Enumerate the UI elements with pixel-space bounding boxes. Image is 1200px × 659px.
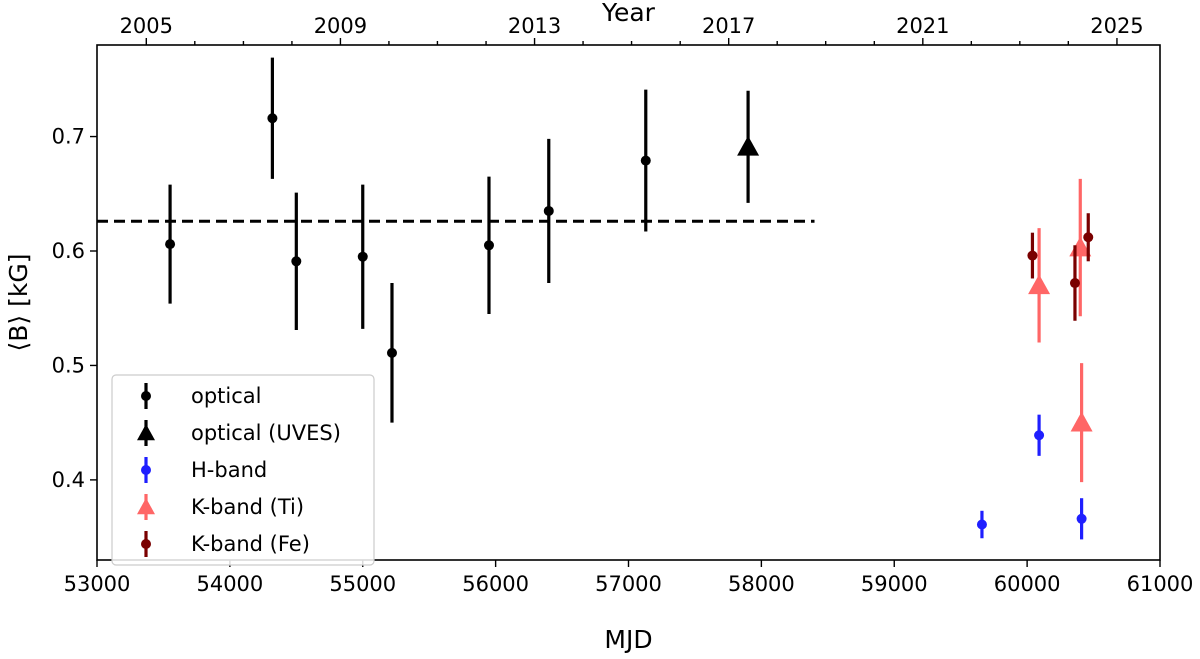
series-1 — [737, 90, 760, 203]
data-point-triangle — [1070, 411, 1093, 432]
legend-item — [141, 531, 151, 557]
legend-marker — [137, 498, 155, 515]
x-tick-label: 57000 — [595, 572, 662, 596]
legend-marker — [141, 539, 151, 549]
legend-label: K-band (Fe) — [191, 532, 310, 556]
x-tick-label: 56000 — [462, 572, 529, 596]
legend-item — [141, 457, 151, 483]
top-x-axis-title: Year — [601, 0, 656, 27]
data-point — [357, 251, 368, 262]
legend-item — [141, 383, 151, 409]
legend-item — [137, 420, 155, 446]
data-point — [165, 239, 176, 250]
y-tick-label: 0.4 — [52, 468, 85, 492]
series-0 — [165, 57, 651, 423]
data-point — [291, 256, 302, 267]
top-x-tick-label: 2021 — [896, 14, 949, 38]
x-axis-title: MJD — [604, 625, 652, 654]
data-point — [1083, 232, 1094, 243]
top-x-tick-label: 2013 — [508, 14, 561, 38]
data-point — [1076, 513, 1087, 524]
x-tick-label: 59000 — [861, 572, 928, 596]
y-axis-title: ⟨B⟩ [kG] — [4, 254, 33, 352]
data-point — [1069, 278, 1080, 289]
legend-marker — [137, 424, 155, 441]
legend: optical optical (UVES) H-band K-band (Ti) K-… — [111, 374, 375, 566]
series-2 — [976, 414, 1087, 540]
y-tick-label: 0.5 — [52, 353, 85, 377]
legend-box — [111, 374, 375, 566]
data-point — [976, 519, 987, 530]
x-tick-label: 55000 — [329, 572, 396, 596]
x-tick-label: 61000 — [1127, 572, 1194, 596]
data-point-triangle — [737, 135, 760, 156]
series-4 — [1027, 213, 1094, 321]
y-tick-label: 0.6 — [52, 239, 85, 263]
top-x-tick-label: 2009 — [314, 14, 367, 38]
legend-label: K-band (Ti) — [191, 495, 304, 519]
data-point — [386, 347, 397, 358]
x-tick-label: 58000 — [728, 572, 795, 596]
legend-label: optical (UVES) — [191, 421, 341, 445]
legend-label: optical — [191, 384, 262, 408]
legend-item — [137, 494, 155, 520]
x-tick-label: 60000 — [994, 572, 1061, 596]
top-x-tick-label: 2017 — [702, 14, 755, 38]
data-layer — [165, 57, 1094, 540]
data-point — [1027, 250, 1038, 261]
legend-marker — [141, 465, 151, 475]
x-tick-label: 54000 — [196, 572, 263, 596]
legend-label: H-band — [191, 458, 267, 482]
data-point — [267, 113, 278, 124]
x-tick-label: 53000 — [64, 572, 131, 596]
series-3 — [1028, 178, 1093, 483]
legend-marker — [141, 391, 151, 401]
data-point — [543, 205, 554, 216]
data-point — [640, 155, 651, 166]
data-point-triangle — [1028, 274, 1051, 295]
top-x-tick-label: 2005 — [120, 14, 173, 38]
top-x-tick-label: 2025 — [1090, 14, 1143, 38]
data-point — [483, 240, 494, 251]
data-point — [1034, 430, 1045, 441]
y-tick-label: 0.7 — [52, 125, 85, 149]
axes-layer: 53000 54000 55000 56000 57000 58000 59000 60000… — [52, 14, 1194, 596]
